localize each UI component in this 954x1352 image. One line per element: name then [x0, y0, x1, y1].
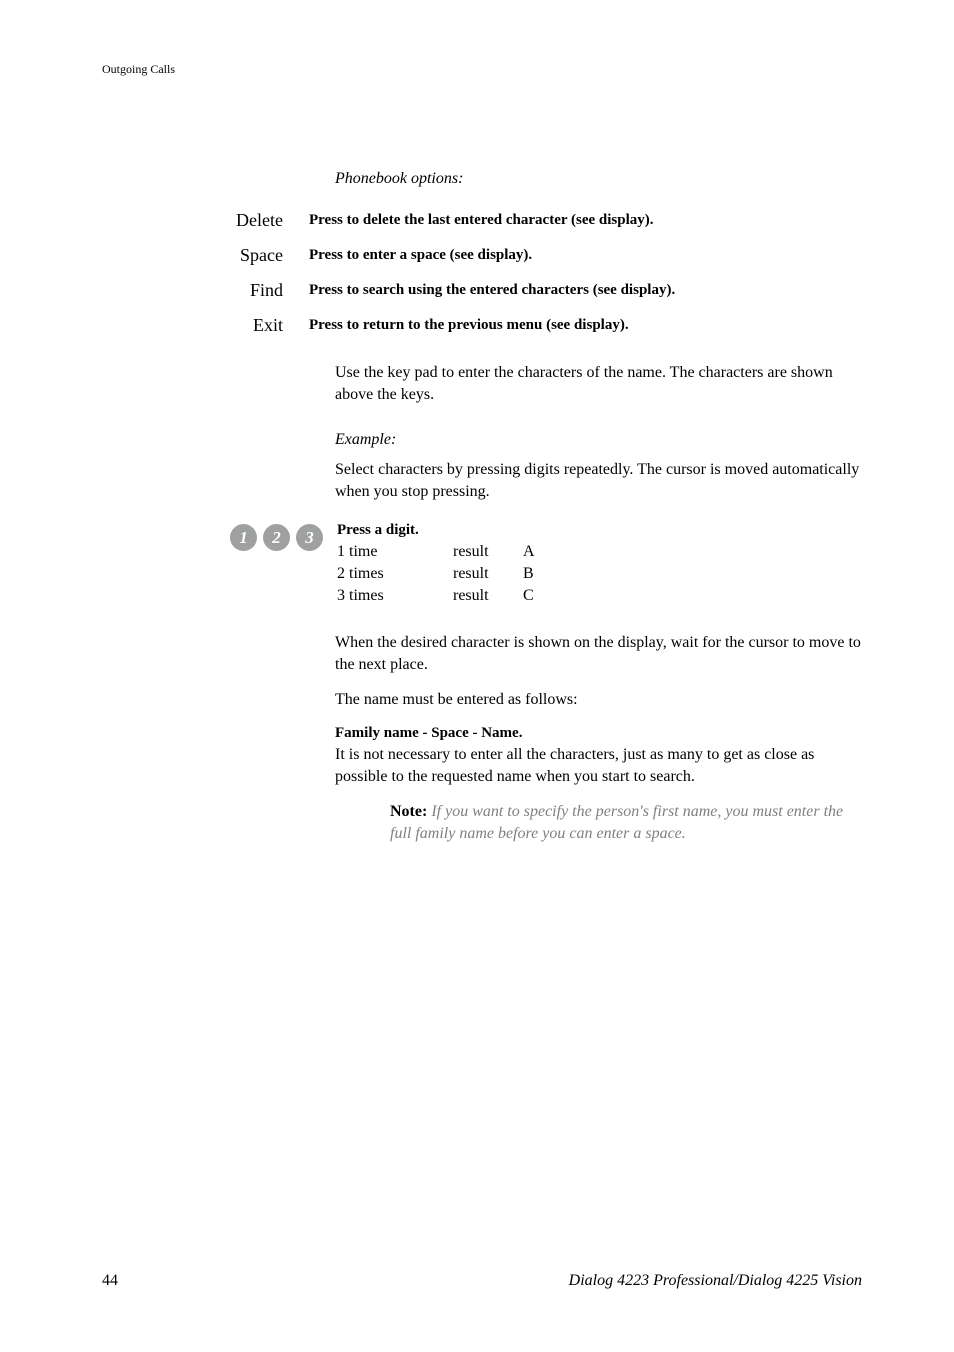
digit-section: 1 2 3 Press a digit. 1 time result A 2 t…: [102, 522, 862, 606]
letter-cell: C: [523, 585, 553, 607]
digit-1-icon: 1: [230, 524, 257, 551]
digit-text-block: Press a digit. 1 time result A 2 times r…: [337, 522, 553, 606]
result-cell: result: [453, 585, 523, 607]
option-desc: Press to search using the entered charac…: [309, 280, 862, 301]
letter-cell: B: [523, 563, 553, 585]
paragraph-not-necessary: It is not necessary to enter all the cha…: [335, 744, 862, 787]
note-label: Note:: [390, 803, 427, 820]
result-row: 1 time result A: [337, 541, 553, 563]
option-desc: Press to return to the previous menu (se…: [309, 315, 862, 336]
digit-3-icon: 3: [296, 524, 323, 551]
result-table: 1 time result A 2 times result B 3 times…: [337, 541, 553, 606]
option-label: Delete: [102, 210, 309, 231]
times-cell: 3 times: [337, 585, 453, 607]
example-label: Example:: [335, 431, 862, 449]
paragraph-wait-cursor: When the desired character is shown on t…: [335, 632, 862, 675]
times-cell: 2 times: [337, 563, 453, 585]
option-desc: Press to delete the last entered charact…: [309, 210, 862, 231]
option-delete: Delete Press to delete the last entered …: [102, 210, 862, 231]
option-space: Space Press to enter a space (see displa…: [102, 245, 862, 266]
page-footer: 44 Dialog 4223 Professional/Dialog 4225 …: [102, 1272, 862, 1290]
result-row: 3 times result C: [337, 585, 553, 607]
main-content: Phonebook options: Delete Press to delet…: [102, 170, 862, 844]
digit-icons: 1 2 3: [230, 524, 323, 551]
paragraph-keypad: Use the key pad to enter the characters …: [335, 362, 862, 405]
option-label: Find: [102, 280, 309, 301]
note-text: If you want to specify the person's firs…: [390, 803, 843, 842]
option-label: Exit: [102, 315, 309, 336]
option-label: Space: [102, 245, 309, 266]
digit-2-icon: 2: [263, 524, 290, 551]
result-cell: result: [453, 541, 523, 563]
paragraph-name-follows: The name must be entered as follows:: [335, 689, 862, 711]
phonebook-subtitle: Phonebook options:: [335, 170, 862, 188]
family-name-format: Family name - Space - Name.: [335, 725, 862, 742]
result-row: 2 times result B: [337, 563, 553, 585]
letter-cell: A: [523, 541, 553, 563]
option-exit: Exit Press to return to the previous men…: [102, 315, 862, 336]
result-cell: result: [453, 563, 523, 585]
option-desc: Press to enter a space (see display).: [309, 245, 862, 266]
paragraph-select-chars: Select characters by pressing digits rep…: [335, 459, 862, 502]
page-header: Outgoing Calls: [102, 62, 175, 77]
note-block: Note: If you want to specify the person'…: [390, 801, 862, 844]
page-number: 44: [102, 1272, 118, 1290]
times-cell: 1 time: [337, 541, 453, 563]
footer-title: Dialog 4223 Professional/Dialog 4225 Vis…: [569, 1272, 862, 1290]
press-digit-label: Press a digit.: [337, 522, 553, 539]
option-find: Find Press to search using the entered c…: [102, 280, 862, 301]
